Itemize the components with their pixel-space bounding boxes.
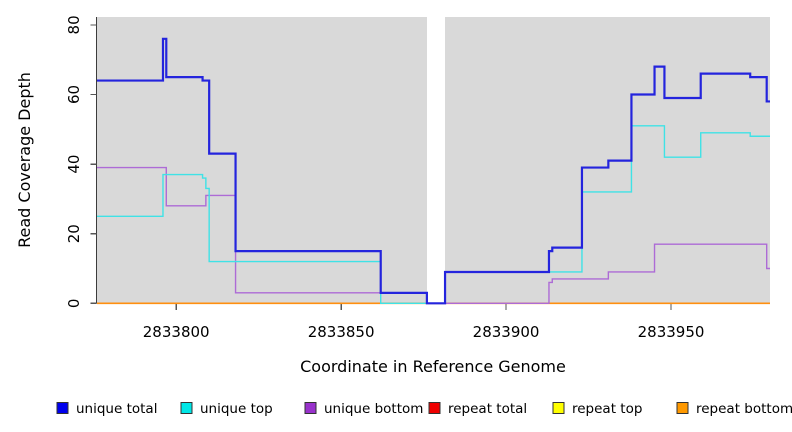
- legend-item-label: repeat bottom: [696, 401, 792, 417]
- legend-item-repeat-total: repeat total: [428, 401, 527, 417]
- series-unique-total-line: [97, 37, 770, 305]
- legend-swatch-repeat-total: [428, 401, 441, 415]
- legend-item-unique-top: unique top: [180, 401, 273, 417]
- gap-band: [426, 17, 446, 304]
- x-tick-label: 2833850: [308, 323, 375, 341]
- y-tick-label: 40: [65, 155, 83, 174]
- legend: unique total unique top unique bottom repea…: [56, 401, 792, 417]
- axis-ticks: 2833800 2833850 2833900 2833950 0 20 40 60 80: [65, 15, 704, 341]
- legend-item-unique-bottom: unique bottom: [304, 401, 423, 417]
- legend-item-unique-total: unique total: [56, 401, 157, 417]
- legend-swatch-repeat-top: [552, 401, 565, 415]
- y-tick-label: 60: [65, 85, 83, 104]
- legend-swatch-unique-top: [180, 401, 193, 415]
- y-tick-label: 20: [65, 224, 83, 243]
- legend-swatch-unique-total: [56, 401, 69, 415]
- x-tick-label: 2833800: [143, 323, 210, 341]
- y-tick-label: 80: [65, 15, 83, 34]
- y-tick-label: 0: [65, 299, 83, 309]
- legend-item-label: repeat total: [448, 401, 527, 417]
- legend-item-label: repeat top: [572, 401, 642, 417]
- legend-item-repeat-top: repeat top: [552, 401, 642, 417]
- x-tick-label: 2833900: [473, 323, 540, 341]
- legend-item-label: unique bottom: [324, 401, 423, 417]
- legend-item-repeat-bottom: repeat bottom: [676, 401, 792, 417]
- y-axis-title: Read Coverage Depth: [15, 72, 34, 248]
- legend-item-label: unique top: [200, 401, 273, 417]
- x-axis-title: Coordinate in Reference Genome: [300, 357, 566, 376]
- legend-swatch-repeat-bottom: [676, 401, 689, 415]
- legend-item-label: unique total: [76, 401, 157, 417]
- series-unique-bottom-line: [97, 166, 770, 304]
- legend-swatch-unique-bottom: [304, 401, 317, 415]
- series-lines: [97, 37, 770, 305]
- x-tick-label: 2833950: [638, 323, 705, 341]
